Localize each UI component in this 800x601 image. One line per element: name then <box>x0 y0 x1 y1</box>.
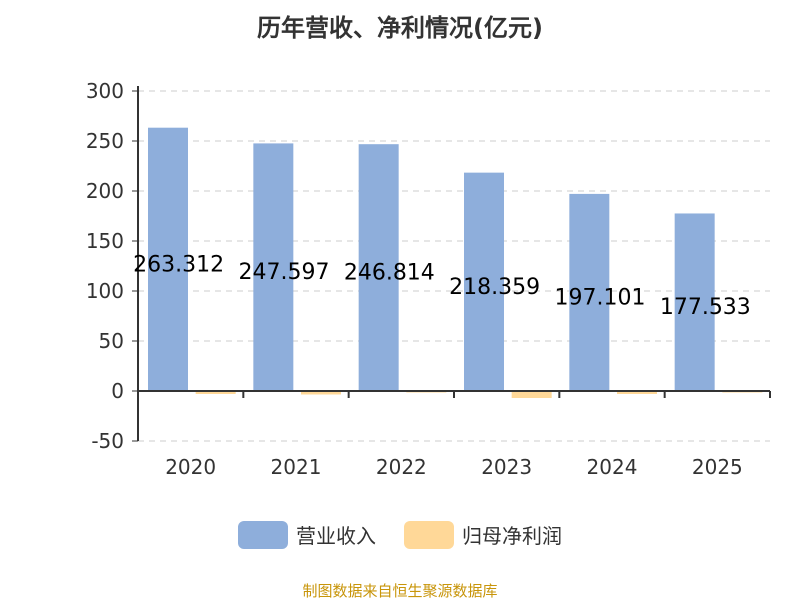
bar-net-profit <box>195 391 236 394</box>
x-tick-label: 2020 <box>165 455 216 479</box>
data-label: 197.101 <box>555 285 646 310</box>
data-label: 218.359 <box>449 275 540 300</box>
x-tick-label: 2021 <box>271 455 322 479</box>
x-tick-label: 2023 <box>481 455 532 479</box>
bar-revenue <box>464 172 504 391</box>
bar-net-profit <box>301 391 341 395</box>
y-tick-label: 0 <box>111 379 124 403</box>
data-label: 263.312 <box>133 252 224 277</box>
bar-revenue <box>674 213 715 391</box>
legend-label: 归母净利润 <box>462 524 562 548</box>
bar-revenue <box>148 127 188 392</box>
y-tick-label: 50 <box>99 329 124 353</box>
y-tick-label: 150 <box>86 229 124 253</box>
chart-title: 历年营收、净利情况(亿元) <box>257 14 543 42</box>
data-label: 177.533 <box>660 295 751 320</box>
y-tick-label: 100 <box>86 279 124 303</box>
legend-label: 营业收入 <box>296 524 376 548</box>
bar-revenue <box>253 143 294 391</box>
legend-item-net-profit[interactable]: 归母净利润 <box>404 520 562 549</box>
y-tick-label: 200 <box>86 179 124 203</box>
x-tick-label: 2024 <box>587 455 638 479</box>
y-tick-label: -50 <box>91 429 124 453</box>
source-note: 制图数据来自恒生聚源数据库 <box>302 582 498 600</box>
x-tick-label: 2025 <box>692 455 743 479</box>
legend: 营业收入 归母净利润 <box>0 520 800 549</box>
x-tick-label: 2022 <box>376 455 427 479</box>
legend-swatch <box>404 520 454 549</box>
bar-revenue <box>569 193 610 391</box>
bar-net-profit <box>617 391 657 394</box>
legend-swatch <box>238 520 288 549</box>
data-label: 246.814 <box>344 261 435 286</box>
y-tick-label: 250 <box>86 129 124 153</box>
legend-item-revenue[interactable]: 营业收入 <box>238 520 376 549</box>
bar-revenue <box>358 144 399 391</box>
data-label: 247.597 <box>239 260 330 285</box>
bar-net-profit <box>511 391 552 398</box>
y-tick-label: 300 <box>86 79 124 103</box>
